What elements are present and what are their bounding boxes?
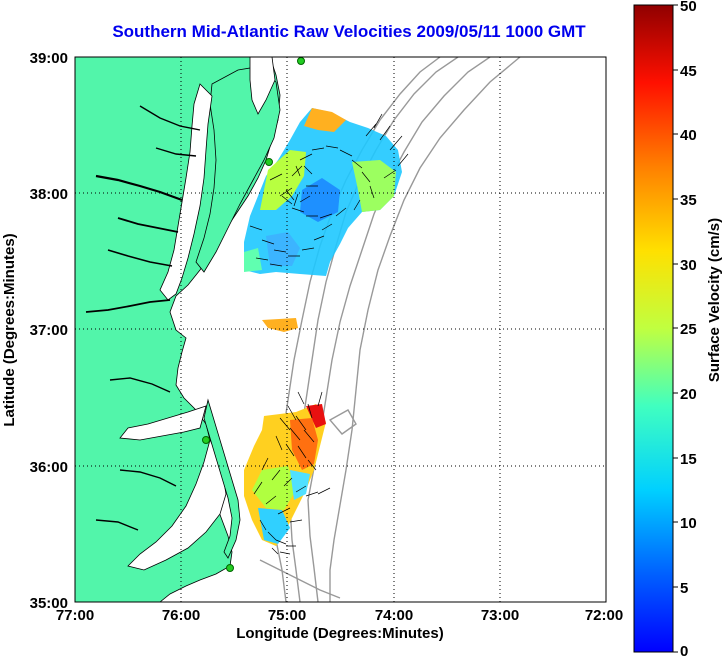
colorbar-tick-label: 0: [680, 643, 688, 659]
nc-rivers: [95, 377, 177, 531]
colorbar-title: Surface Velocity (cm/s): [706, 218, 723, 382]
colorbar-tick-label: 50: [680, 0, 697, 15]
station-marker: [265, 158, 273, 166]
york-river: [107, 249, 173, 267]
x-tick-label: 75:00: [268, 607, 306, 624]
station-marker: [226, 564, 234, 572]
colorbar-tick-label: 45: [680, 63, 697, 80]
x-tick-label: 73:00: [481, 607, 519, 624]
colorbar-gradient: [633, 4, 674, 653]
x-tick-label: 77:00: [56, 607, 94, 624]
colorbar-tick-label: 15: [680, 451, 697, 468]
velocity-field-north: [244, 108, 402, 276]
x-axis: 77:00 76:00 75:00 74:00 73:00 72:00 Long…: [56, 607, 623, 642]
colorbar-tick-label: 30: [680, 257, 697, 274]
outer-banks: [203, 398, 241, 559]
radar-stations: [202, 57, 305, 572]
lat-lon-grid: [75, 57, 606, 602]
y-tick-label: 38:00: [30, 186, 68, 203]
x-axis-title: Longitude (Degrees:Minutes): [236, 625, 444, 642]
y-axis: 39:00 38:00 37:00 36:00 35:00 Latitude (…: [1, 50, 68, 612]
y-tick-label: 36:00: [30, 459, 68, 476]
plot-frame: [74, 56, 607, 603]
velocity-vectors: [249, 113, 409, 555]
colorbar-tick-label: 20: [680, 386, 697, 403]
albemarle-sound: [119, 405, 207, 441]
station-marker: [297, 57, 305, 65]
colorbar-tick-label: 10: [680, 515, 697, 532]
map-title: Southern Mid-Atlantic Raw Velocities 200…: [112, 22, 586, 41]
station-marker: [202, 436, 210, 444]
y-tick-label: 37:00: [30, 322, 68, 339]
x-tick-label: 76:00: [162, 607, 200, 624]
colorbar-tick-label: 40: [680, 127, 697, 144]
y-tick-label: 39:00: [30, 50, 68, 67]
velocity-field-south: [244, 404, 326, 546]
x-tick-label: 74:00: [375, 607, 413, 624]
james-river: [85, 299, 171, 313]
delmarva-peninsula: [195, 65, 281, 273]
colorbar: 50 45 40 35 30 25 20 15 10 5 0 Surface V…: [633, 0, 723, 659]
y-axis-title: Latitude (Degrees:Minutes): [1, 233, 18, 426]
x-tick-label: 72:00: [585, 607, 623, 624]
northern-rivers: [139, 105, 201, 157]
rappahannock-river: [117, 217, 179, 233]
y-tick-label: 35:00: [30, 595, 68, 612]
colorbar-tick-label: 35: [680, 192, 697, 209]
colorbar-tick-label: 25: [680, 321, 697, 338]
potomac-river: [95, 174, 183, 202]
delaware-bay: [249, 57, 276, 115]
colorbar-tick-label: 5: [680, 580, 688, 597]
